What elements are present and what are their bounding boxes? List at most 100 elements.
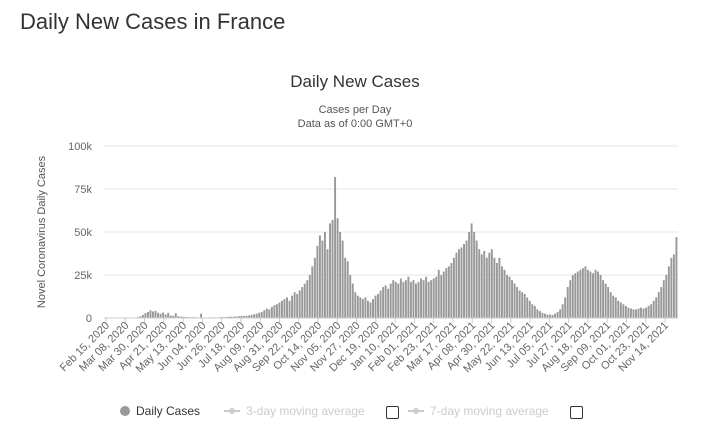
bar[interactable] (576, 271, 579, 318)
bar[interactable] (177, 316, 180, 318)
bar[interactable] (235, 316, 238, 318)
bar[interactable] (430, 280, 433, 318)
bar[interactable] (488, 252, 491, 318)
bar[interactable] (318, 235, 321, 318)
bar[interactable] (361, 299, 364, 318)
bar[interactable] (230, 316, 233, 318)
bar[interactable] (344, 257, 347, 318)
bar[interactable] (263, 310, 266, 318)
bar[interactable] (303, 283, 306, 318)
bar[interactable] (316, 245, 319, 318)
bar[interactable] (657, 292, 660, 318)
bar[interactable] (174, 313, 177, 318)
bar[interactable] (559, 309, 562, 318)
bar[interactable] (647, 305, 650, 318)
bar[interactable] (225, 316, 228, 318)
bar[interactable] (427, 281, 430, 318)
bar[interactable] (387, 288, 390, 318)
bar[interactable] (184, 316, 187, 318)
bar[interactable] (566, 287, 569, 318)
bar[interactable] (528, 300, 531, 318)
bar[interactable] (589, 271, 592, 318)
bar[interactable] (579, 269, 582, 318)
bar[interactable] (392, 280, 395, 318)
bar[interactable] (586, 269, 589, 318)
bar[interactable] (288, 300, 291, 318)
bar[interactable] (640, 307, 642, 318)
bar[interactable] (597, 271, 600, 318)
bar[interactable] (463, 244, 465, 318)
bar[interactable] (483, 250, 486, 318)
bar[interactable] (642, 308, 645, 318)
bar[interactable] (516, 287, 519, 318)
bar[interactable] (660, 287, 663, 318)
bar[interactable] (622, 304, 625, 318)
bar[interactable] (425, 276, 428, 318)
bar[interactable] (374, 295, 377, 318)
bar[interactable] (493, 257, 496, 318)
bar[interactable] (366, 300, 369, 318)
bar[interactable] (551, 314, 554, 318)
bar[interactable] (508, 276, 511, 318)
bar[interactable] (541, 312, 544, 318)
bar[interactable] (334, 176, 337, 318)
bar[interactable] (437, 269, 440, 318)
bar[interactable] (490, 249, 493, 318)
bar[interactable] (306, 280, 309, 318)
bar[interactable] (364, 297, 367, 318)
bar[interactable] (313, 257, 316, 318)
bar[interactable] (238, 316, 240, 318)
bar[interactable] (402, 281, 405, 318)
bar[interactable] (346, 261, 349, 318)
bar[interactable] (281, 300, 283, 318)
bar[interactable] (152, 311, 154, 318)
bar[interactable] (291, 295, 294, 318)
bar[interactable] (440, 275, 443, 318)
bar[interactable] (513, 283, 516, 318)
bar[interactable] (450, 262, 453, 318)
bar[interactable] (609, 292, 612, 318)
bar[interactable] (399, 278, 402, 318)
bar[interactable] (480, 254, 483, 318)
bar[interactable] (248, 315, 251, 318)
bar[interactable] (415, 283, 417, 318)
bar[interactable] (240, 315, 243, 318)
bar[interactable] (139, 316, 142, 318)
bar[interactable] (581, 268, 584, 318)
bar[interactable] (561, 304, 564, 318)
bar[interactable] (384, 285, 387, 318)
bar[interactable] (584, 266, 587, 318)
bar[interactable] (592, 273, 594, 318)
bar[interactable] (637, 308, 640, 318)
bar[interactable] (617, 300, 620, 318)
bar[interactable] (511, 280, 514, 318)
bar[interactable] (435, 276, 438, 318)
bar[interactable] (311, 266, 314, 318)
bar[interactable] (394, 281, 397, 318)
bar[interactable] (144, 313, 147, 318)
bar[interactable] (672, 254, 675, 318)
bar[interactable] (278, 302, 281, 318)
bar[interactable] (270, 306, 273, 318)
bar[interactable] (523, 293, 526, 318)
bar[interactable] (409, 281, 412, 318)
bar[interactable] (250, 314, 253, 318)
bar[interactable] (533, 305, 536, 318)
bar[interactable] (258, 312, 261, 318)
bar[interactable] (157, 312, 160, 318)
bar[interactable] (556, 311, 559, 318)
bar[interactable] (268, 309, 271, 318)
bar[interactable] (498, 257, 501, 318)
bar[interactable] (169, 315, 172, 318)
bar[interactable] (549, 314, 551, 318)
bar[interactable] (635, 309, 637, 318)
bar[interactable] (351, 283, 354, 318)
bar[interactable] (594, 269, 597, 318)
bar[interactable] (308, 275, 311, 318)
bar[interactable] (227, 316, 230, 318)
bar[interactable] (475, 240, 478, 318)
bar[interactable] (432, 278, 435, 318)
bar[interactable] (445, 268, 448, 318)
bar[interactable] (412, 280, 415, 318)
bar[interactable] (341, 240, 344, 318)
